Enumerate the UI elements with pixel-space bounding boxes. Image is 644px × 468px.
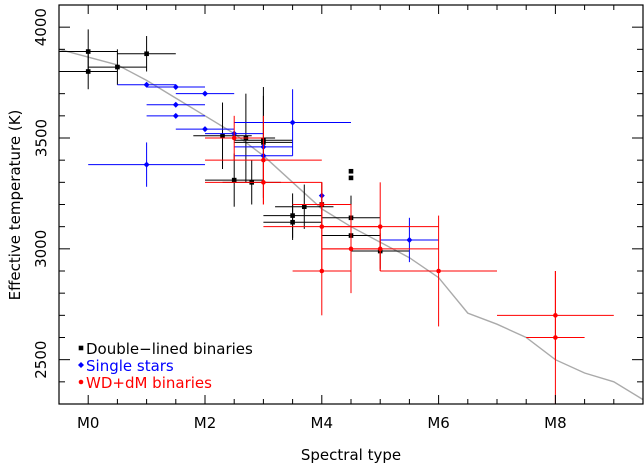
- data-point: [115, 64, 120, 70]
- data-point: [348, 175, 354, 181]
- reference-curve-layer: [59, 48, 643, 401]
- x-tick-label: M8: [544, 414, 567, 432]
- legend-label: Single stars: [86, 357, 174, 375]
- data-point: [319, 202, 325, 207]
- y-tick-label: 3500: [32, 119, 50, 157]
- data-point: [143, 161, 150, 168]
- data-point: [348, 168, 354, 174]
- series-layer: [59, 29, 614, 404]
- y-tick-label: 4000: [32, 8, 50, 46]
- data-point: [289, 119, 296, 126]
- reference-curve: [59, 48, 643, 401]
- x-tick-label: M6: [427, 414, 450, 432]
- data-point: [172, 101, 179, 108]
- data-point: [231, 135, 237, 141]
- series-group: [205, 115, 614, 404]
- data-point: [172, 84, 179, 91]
- data-point: [319, 268, 325, 274]
- data-point: [202, 90, 208, 97]
- data-point: [172, 112, 179, 119]
- data-point: [301, 204, 307, 210]
- data-point: [202, 126, 208, 133]
- plot-area: [59, 29, 643, 404]
- data-point: [85, 69, 91, 74]
- y-tick-label: 2500: [32, 341, 50, 379]
- x-tick-label: M0: [77, 414, 100, 432]
- x-axis-title: Spectral type: [301, 446, 401, 464]
- data-point: [220, 133, 225, 139]
- legend-marker: [78, 345, 84, 351]
- x-tick-label: M2: [194, 414, 217, 432]
- y-axis-title: Effective temperature (K): [6, 110, 24, 301]
- legend-label: Double−lined binaries: [86, 340, 253, 358]
- axis-ticks: M0 M2 M4 M6 M8 2500 3000 3500 4000: [32, 4, 644, 432]
- data-point: [290, 219, 295, 225]
- legend-marker: [78, 379, 84, 385]
- legend-label: WD+dM binaries: [86, 374, 212, 392]
- data-point: [553, 335, 558, 340]
- data-point: [144, 51, 149, 57]
- x-tick-label: M4: [311, 414, 334, 432]
- data-point: [143, 81, 150, 88]
- data-point: [261, 180, 266, 185]
- y-tick-label: 3000: [32, 230, 50, 268]
- data-point: [406, 236, 413, 243]
- data-point: [377, 246, 383, 252]
- data-point: [85, 49, 91, 54]
- data-point: [436, 268, 441, 274]
- data-point: [231, 177, 237, 183]
- legend-marker: [78, 362, 84, 368]
